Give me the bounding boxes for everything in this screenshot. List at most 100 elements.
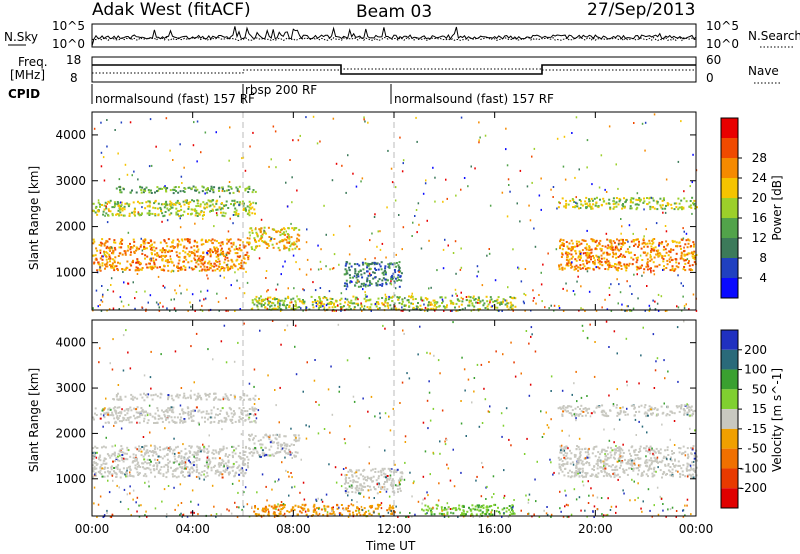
echo-cell	[571, 261, 573, 264]
echo-cell	[100, 310, 103, 312]
echo-cell	[218, 260, 221, 263]
echo-cell	[400, 475, 403, 478]
echo-cell	[348, 266, 350, 269]
echo-cell	[197, 263, 200, 266]
echo-cell	[210, 185, 213, 188]
echo-cell	[357, 469, 360, 472]
echo-cell	[175, 310, 177, 312]
echo-cell	[579, 256, 582, 259]
echo-cell	[145, 263, 148, 266]
echo-cell	[403, 305, 406, 307]
echo-cell	[580, 285, 582, 288]
echo-cell	[654, 300, 656, 303]
echo-cell	[156, 464, 159, 467]
echo-cell	[642, 201, 645, 204]
echo-cell	[683, 190, 685, 193]
echo-cell	[648, 448, 651, 451]
echo-cell	[644, 121, 647, 124]
echo-cell	[356, 481, 359, 484]
echo-cell	[137, 412, 140, 414]
echo-cell	[687, 262, 690, 264]
echo-cell	[176, 445, 179, 448]
echo-cell	[591, 207, 594, 210]
echo-cell	[275, 288, 277, 291]
echo-cell	[230, 187, 233, 190]
echo-cell	[268, 302, 271, 305]
echo-cell	[363, 512, 366, 515]
echo-cell	[220, 241, 223, 244]
echo-cell	[375, 301, 378, 304]
echo-cell	[691, 461, 694, 464]
echo-cell	[590, 255, 593, 258]
echo-cell	[596, 244, 599, 247]
echo-cell	[171, 261, 174, 264]
echo-cell	[246, 251, 249, 254]
echo-cell	[393, 269, 396, 271]
echo-cell	[389, 483, 392, 486]
echo-cell	[349, 479, 352, 482]
echo-cell	[153, 444, 156, 447]
echo-cell	[101, 258, 104, 261]
echo-cell	[428, 507, 431, 510]
echo-cell	[152, 394, 155, 397]
echo-cell	[223, 463, 225, 466]
echo-cell	[208, 268, 210, 271]
echo-cell	[233, 210, 236, 213]
echo-cell	[267, 300, 270, 303]
echo-cell	[250, 246, 253, 249]
echo-cell	[99, 249, 102, 252]
echo-cell	[359, 514, 362, 517]
echo-cell	[389, 504, 391, 507]
echo-cell	[683, 307, 686, 310]
nsearch-label: N.Search	[748, 29, 800, 43]
echo-cell	[249, 435, 252, 437]
echo-cell	[615, 197, 618, 199]
echo-cell	[351, 491, 354, 493]
echo-cell	[106, 245, 109, 248]
echo-cell	[416, 231, 418, 234]
echo-cell	[143, 188, 146, 191]
echo-cell	[593, 465, 596, 468]
echo-cell	[218, 190, 220, 192]
echo-cell	[163, 249, 166, 251]
echo-cell	[215, 451, 218, 454]
echo-cell	[371, 468, 374, 471]
echo-cell	[274, 506, 277, 509]
echo-cell	[588, 456, 591, 459]
echo-cell	[358, 264, 361, 267]
echo-cell	[585, 206, 587, 209]
echo-cell	[636, 454, 639, 456]
echo-cell	[183, 395, 186, 397]
echo-cell	[167, 238, 170, 241]
echo-cell	[193, 239, 196, 242]
echo-cell	[690, 446, 692, 449]
echo-cell	[212, 189, 215, 192]
echo-cell	[674, 268, 677, 271]
echo-cell	[243, 398, 245, 401]
echo-cell	[353, 263, 356, 266]
echo-cell	[446, 511, 449, 514]
echo-cell	[652, 206, 655, 208]
echo-cell	[391, 478, 394, 481]
echo-cell	[540, 177, 542, 180]
echo-cell	[231, 466, 234, 469]
echo-cell	[279, 510, 282, 513]
echo-cell	[505, 510, 508, 513]
echo-cell	[237, 268, 240, 271]
echo-cell	[664, 254, 667, 257]
echo-cell	[591, 238, 594, 241]
echo-cell	[478, 509, 481, 512]
echo-cell	[202, 450, 205, 453]
echo-cell	[206, 459, 209, 462]
echo-cell	[631, 464, 634, 467]
echo-cell	[354, 298, 357, 301]
echo-cell	[283, 304, 286, 307]
echo-cell	[186, 238, 189, 241]
echo-cell	[357, 273, 360, 276]
echo-cell	[286, 205, 289, 208]
echo-cell	[636, 238, 639, 241]
echo-cell	[470, 165, 472, 168]
echo-cell	[377, 297, 380, 300]
echo-cell	[168, 450, 171, 453]
